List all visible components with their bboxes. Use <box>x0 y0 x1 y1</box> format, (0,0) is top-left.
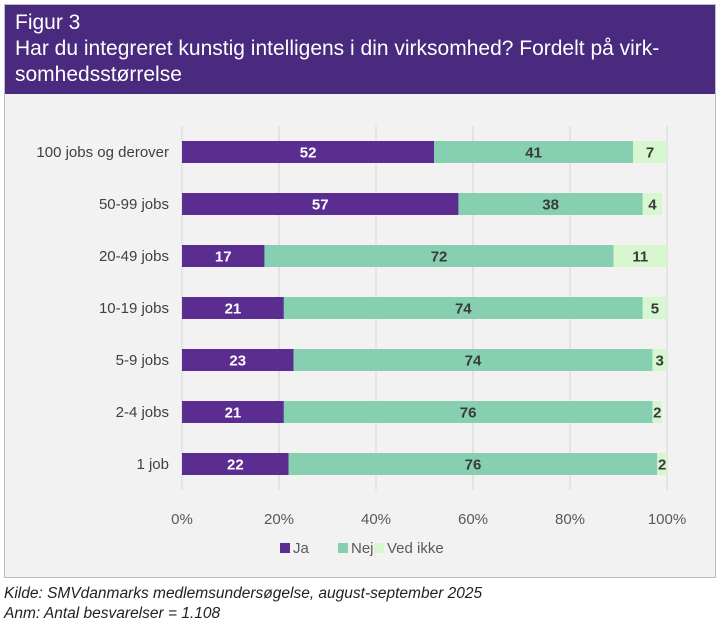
bar-nej <box>293 349 653 371</box>
stacked-bar-chart: 0% 20% 40% 60% 80% 100%100 jobs og derover 52 4… <box>36 126 686 557</box>
figure-title: Har du integreret kunstig intelligens i … <box>15 37 660 86</box>
legend-swatch <box>374 543 384 553</box>
legend-swatch <box>338 543 348 553</box>
figure-panel: Figur 3 Har du integreret kunstig intell… <box>4 4 716 578</box>
bar-ja <box>182 245 265 267</box>
legend-swatch <box>280 543 290 553</box>
data-label: 11 <box>632 249 648 266</box>
bar-ved-ikke <box>657 453 667 475</box>
x-tick-label: 100% <box>648 511 686 528</box>
data-label: 21 <box>225 405 242 422</box>
data-label: 74 <box>455 301 472 318</box>
legend-label: Nej <box>351 540 374 557</box>
data-label: 2 <box>653 405 661 422</box>
data-label: 57 <box>312 197 329 214</box>
data-label: 7 <box>646 145 654 162</box>
category-label: 2-4 jobs <box>116 404 169 421</box>
category-label: 1 job <box>136 456 169 473</box>
bar-ja <box>182 401 284 423</box>
bar-ved-ikke <box>642 297 667 319</box>
title-band: Figur 3 Har du integreret kunstig intell… <box>5 5 715 94</box>
data-label: 4 <box>648 197 657 214</box>
data-label: 74 <box>465 353 482 370</box>
bar-ved-ikke <box>652 349 667 371</box>
x-tick-label: 60% <box>458 511 488 528</box>
data-label: 76 <box>465 457 482 474</box>
data-label: 23 <box>229 353 246 370</box>
category-label: 5-9 jobs <box>116 352 169 369</box>
x-tick-label: 80% <box>555 511 585 528</box>
data-label: 38 <box>542 197 559 214</box>
bar-nej <box>264 245 614 267</box>
bar-nej <box>283 297 643 319</box>
data-label: 3 <box>656 353 664 370</box>
data-label: 2 <box>658 457 666 474</box>
x-tick-label: 20% <box>264 511 294 528</box>
data-label: 17 <box>215 249 232 266</box>
bar-ved-ikke <box>633 141 667 163</box>
data-label: 5 <box>651 301 659 318</box>
source-note: Kilde: SMVdanmarks medlemsundersøgelse, … <box>4 585 483 602</box>
bar-ja <box>182 193 459 215</box>
data-label: 72 <box>431 249 448 266</box>
data-label: 41 <box>525 145 542 162</box>
data-label: 22 <box>227 457 244 474</box>
bar-ved-ikke <box>652 401 663 423</box>
category-label: 10-19 jobs <box>99 300 169 317</box>
bar-ved-ikke <box>642 193 663 215</box>
bar-nej <box>434 141 634 163</box>
data-label: 21 <box>225 301 242 318</box>
legend-label: Ja <box>293 540 310 557</box>
figure-label: Figur 3 <box>15 11 81 34</box>
data-label: 52 <box>300 145 317 162</box>
x-tick-label: 0% <box>171 511 193 528</box>
respondents-note: Anm: Antal besvarelser = 1.108 <box>4 605 221 622</box>
x-tick-label: 40% <box>361 511 391 528</box>
category-label: 50-99 jobs <box>99 196 169 213</box>
bar-nej <box>283 401 653 423</box>
data-label: 76 <box>460 405 477 422</box>
bar-ja <box>182 453 289 475</box>
bar-nej <box>288 453 658 475</box>
bar-ja <box>182 141 435 163</box>
legend-label: Ved ikke <box>387 540 444 557</box>
category-label: 100 jobs og derover <box>36 144 169 161</box>
bar-nej <box>458 193 643 215</box>
bar-ved-ikke <box>613 245 667 267</box>
bar-ja <box>182 297 284 319</box>
bar-ja <box>182 349 294 371</box>
category-label: 20-49 jobs <box>99 248 169 265</box>
